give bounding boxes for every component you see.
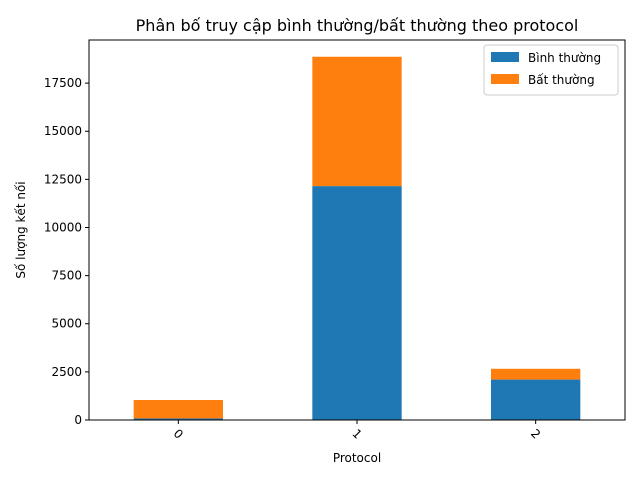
legend: Bình thường Bất thường [483,44,619,96]
y-tick-label: 2500 [51,365,82,379]
legend-label-abnormal: Bất thường [528,73,595,87]
y-tick-label: 15000 [44,124,82,138]
plot-area [133,56,581,420]
y-axis-label: Số lượng kết nối [14,181,28,278]
y-tick-label: 5000 [51,317,82,331]
legend-label-normal: Bình thường [528,51,601,65]
y-tick-label: 7500 [51,269,82,283]
legend-swatch-abnormal [491,74,519,84]
x-axis-label: Protocol [333,451,381,465]
y-axis: 0 2500 5000 7500 10000 12500 15000 17500 [44,76,89,427]
x-tick-label: 0 [171,426,186,441]
bar-abnormal-protocol-1 [312,56,402,187]
bar-abnormal-protocol-0 [133,399,223,419]
x-tick-label: 1 [349,426,364,441]
y-tick-label: 0 [74,413,82,427]
bar-normal-protocol-0 [133,418,223,420]
y-tick-label: 17500 [44,76,82,90]
x-axis: 0 1 2 [171,420,543,442]
y-tick-label: 12500 [44,172,82,186]
legend-swatch-normal [491,52,519,62]
x-tick-label: 2 [528,426,543,441]
y-tick-label: 10000 [44,220,82,234]
chart-title: Phân bố truy cập bình thường/bất thường … [136,16,579,35]
bar-normal-protocol-2 [491,379,581,420]
bar-abnormal-protocol-2 [491,368,581,380]
bar-normal-protocol-1 [312,186,402,420]
